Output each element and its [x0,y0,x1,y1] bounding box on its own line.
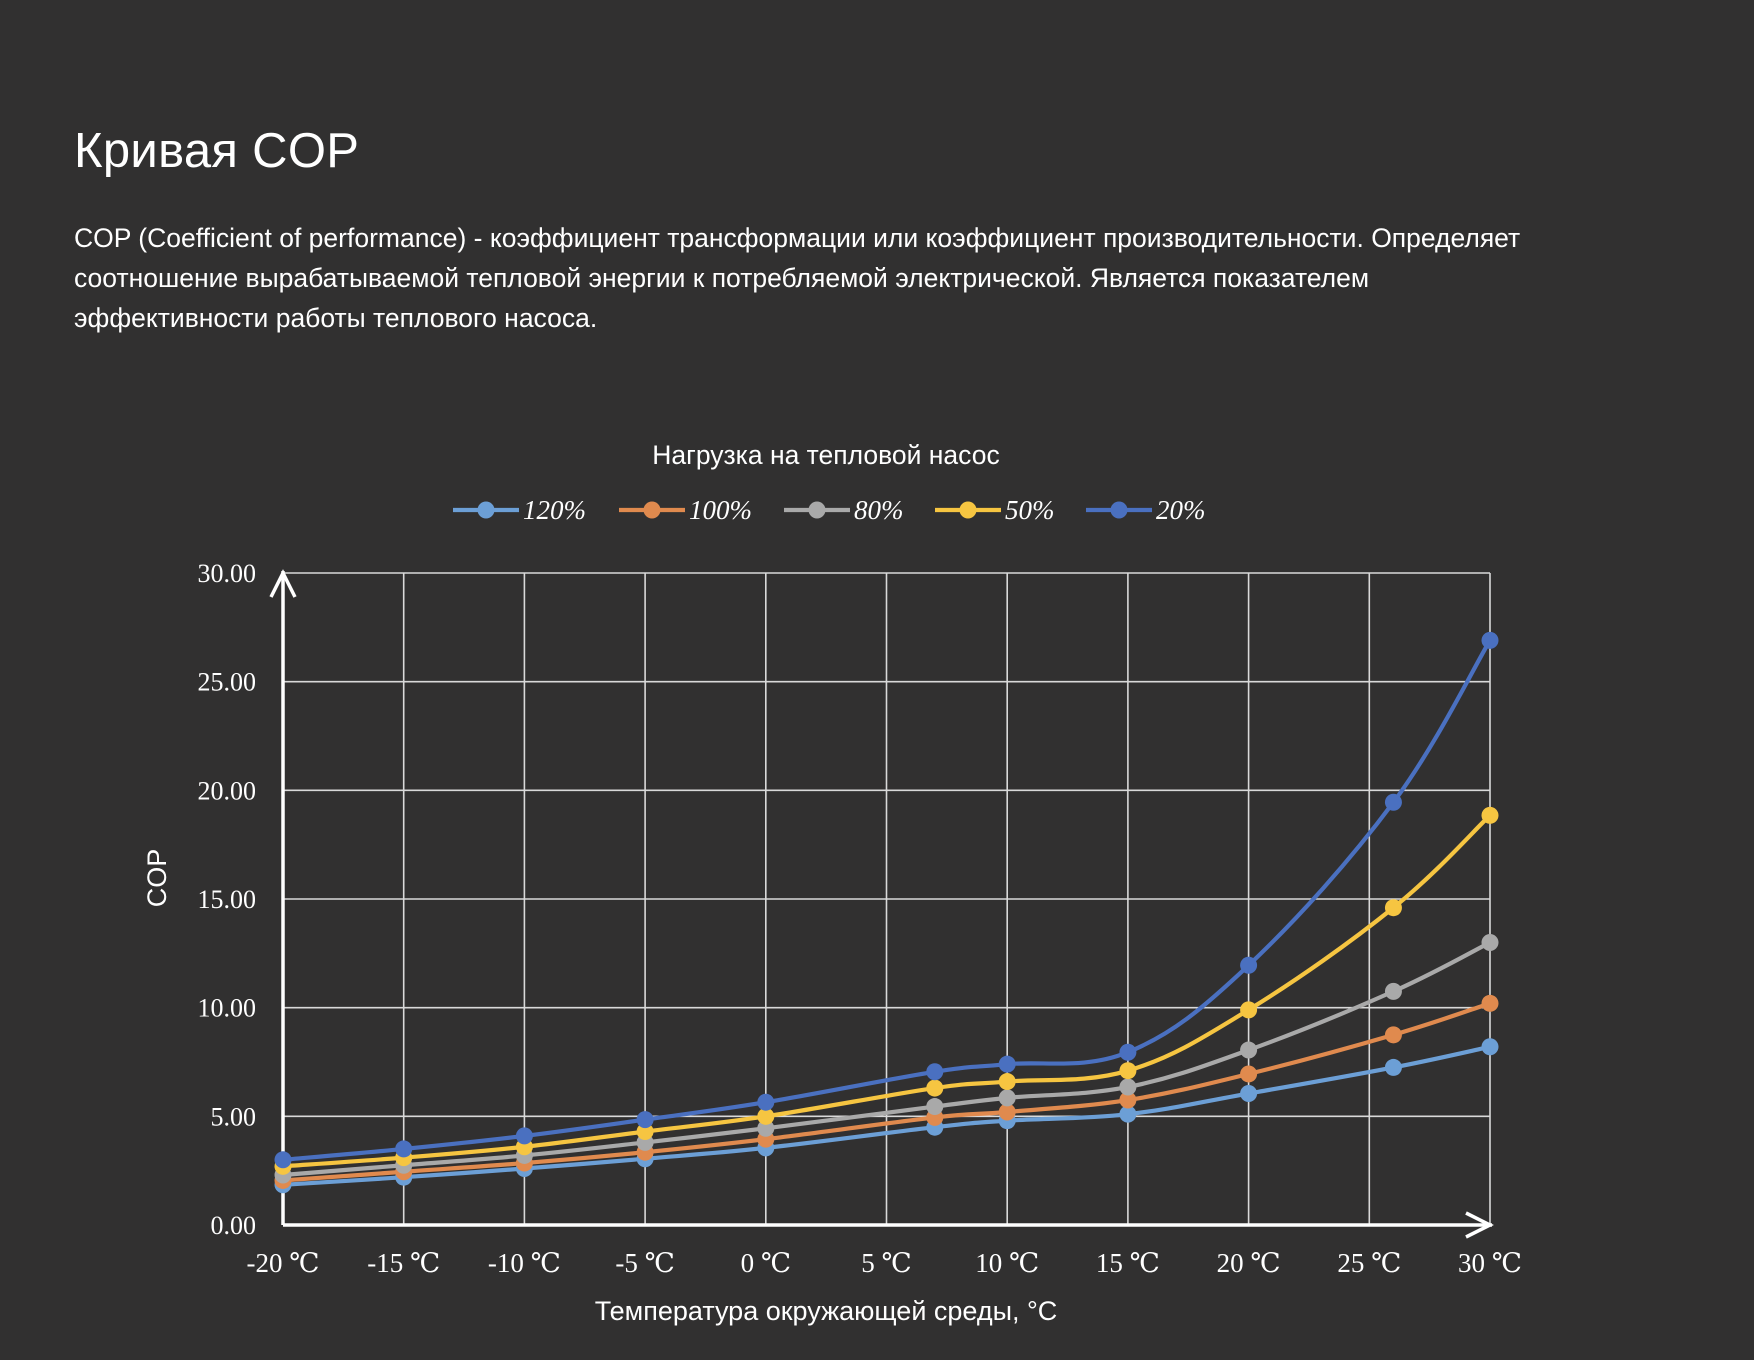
page-title: Кривая COP [74,124,360,178]
data-point [636,1111,654,1129]
legend-label: 20% [1156,495,1206,525]
legend-marker [808,501,826,519]
data-point [1384,899,1402,917]
legend-marker [477,501,495,519]
y-tick-label: 10.00 [198,994,257,1023]
legend-marker [1110,501,1128,519]
data-point [926,1063,944,1081]
legend-label: 80% [854,495,904,525]
legend: 120% 100% 80% 50% 20% [453,495,1206,525]
x-tick-label: 25 ℃ [1337,1248,1401,1278]
data-point [1384,982,1402,1000]
x-axis-arrow [1465,1211,1494,1239]
data-point [1481,933,1499,951]
data-point [1481,994,1499,1012]
series-line [282,1001,1491,1183]
x-tick-label: 15 ℃ [1096,1248,1160,1278]
series-line [282,940,1491,1178]
data-point [757,1093,775,1111]
data-point [1384,1058,1402,1076]
y-axis-arrow [269,569,297,598]
x-tick-label: -10 ℃ [488,1248,561,1278]
x-axis-label: Температура окружающей среды, °C [595,1296,1058,1326]
grid [282,572,1491,1226]
data-point [998,1055,1016,1073]
data-point [1481,806,1499,824]
series-50pct [274,806,1499,1175]
x-tick-label: 5 ℃ [861,1248,911,1278]
data-point [757,1119,775,1137]
data-point [395,1140,413,1158]
x-tick-label: -5 ℃ [615,1248,674,1278]
y-tick-label: 30.00 [198,559,257,588]
data-point [1240,1065,1258,1083]
legend-label: 50% [1005,495,1055,525]
data-point [1119,1078,1137,1096]
x-tick-label: -15 ℃ [367,1248,440,1278]
data-point [757,1107,775,1125]
y-tick-label: 15.00 [198,885,257,914]
x-tick-label: -20 ℃ [247,1248,320,1278]
y-tick-label: 5.00 [211,1102,257,1131]
data-point [1240,1041,1258,1059]
data-point [636,1123,654,1141]
axes [269,569,1494,1239]
y-tick-label: 20.00 [198,776,257,805]
x-tick-label: 20 ℃ [1217,1248,1281,1278]
page-description: COP (Coefficient of performance) - коэфф… [74,223,1521,333]
data-point [998,1103,1016,1121]
legend-item: 50% [935,495,1055,525]
data-point [1119,1105,1137,1123]
legend-label: 120% [523,495,586,525]
x-tick-label: 0 ℃ [741,1248,791,1278]
chart-title: Нагрузка на тепловой насос [652,440,999,470]
legend-item: 80% [784,495,904,525]
series-lines [274,631,1499,1194]
legend-item: 100% [619,495,752,525]
y-axis-label: COP [142,849,172,908]
data-point [515,1127,533,1145]
legend-marker [959,501,977,519]
series-line [282,1044,1491,1187]
data-point [926,1079,944,1097]
legend-marker [643,501,661,519]
data-point [274,1151,292,1169]
x-tick-label: 10 ℃ [975,1248,1039,1278]
legend-label: 100% [689,495,752,525]
data-point [1481,631,1499,649]
tick-labels: 0.00 5.00 10.00 15.00 20.00 25.00 30.00 -20 ℃ -1… [198,559,1522,1278]
data-point [1240,956,1258,974]
x-tick-label: 30 ℃ [1458,1248,1522,1278]
data-point [1119,1043,1137,1061]
data-point [998,1073,1016,1091]
data-point [1119,1062,1137,1080]
data-point [1384,793,1402,811]
series-20pct [274,631,1499,1169]
legend-item: 20% [1086,495,1206,525]
data-point [998,1089,1016,1107]
y-tick-label: 0.00 [211,1211,257,1240]
legend-item: 120% [453,495,586,525]
data-point [1240,1085,1258,1103]
data-point [926,1098,944,1116]
y-tick-label: 25.00 [198,668,257,697]
data-point [1119,1091,1137,1109]
data-point [1481,1038,1499,1056]
data-point [1384,1026,1402,1044]
data-point [1240,1001,1258,1019]
